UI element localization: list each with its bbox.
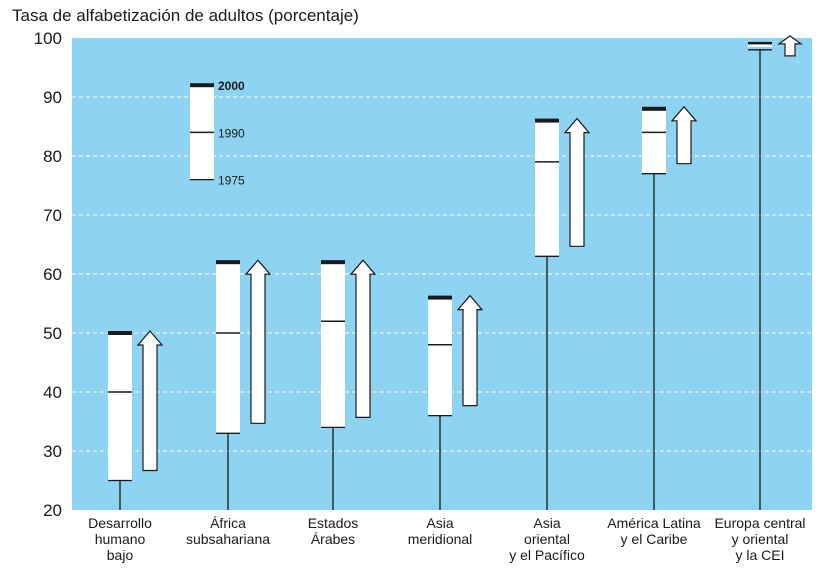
y-tick-label: 70 [43,206,62,225]
legend-mark-2000 [190,83,214,88]
legend-label-1975: 1975 [218,174,245,188]
category-label: y la CEI [735,547,784,563]
legend-label-2000: 2000 [218,79,245,93]
mark-2000 [535,118,559,123]
y-tick-label: 30 [43,442,62,461]
range-box [428,297,452,416]
category-label: y el Pacífico [509,547,585,563]
mark-2000 [216,260,240,265]
y-tick-label: 60 [43,265,62,284]
mark-2000 [428,295,452,300]
progress-arrow [136,330,164,472]
mark-2000 [748,41,772,45]
category-label: y oriental [732,531,789,547]
range-box [321,262,345,428]
progress-arrow [456,294,484,407]
category-label: Desarrollo [88,515,152,531]
range-box [108,333,132,481]
category-label: meridional [408,531,473,547]
y-tick-label: 80 [43,147,62,166]
progress-arrow [244,259,272,424]
category-label: oriental [524,531,570,547]
mark-2000 [108,331,132,335]
mark-2000 [642,106,666,111]
y-tick-label: 40 [43,383,62,402]
category-label: América Latina [607,515,701,531]
range-box [642,108,666,174]
category-label: Asia [426,515,453,531]
progress-arrow [777,35,803,57]
category-label: y el Caribe [621,531,688,547]
chart-title: Tasa de alfabetización de adultos (porce… [12,6,359,25]
category-label: humano [95,531,146,547]
category-label: subsahariana [186,531,270,547]
mark-2000 [321,260,345,265]
range-box [216,262,240,434]
category-label: África [210,515,246,531]
y-tick-label: 50 [43,324,62,343]
y-tick-label: 100 [34,29,62,48]
progress-arrow [349,259,377,418]
category-label: Árabes [311,531,355,547]
y-tick-label: 90 [43,88,62,107]
y-tick-label: 20 [43,501,62,520]
category-label: Europa central [714,515,805,531]
progress-arrow [563,117,591,247]
category-label: bajo [107,547,134,563]
range-box [535,120,559,257]
progress-arrow [670,105,698,165]
plot-background [72,38,812,510]
legend-label-1990: 1990 [218,126,245,140]
category-label: Asia [533,515,560,531]
category-label: Estados [308,515,359,531]
